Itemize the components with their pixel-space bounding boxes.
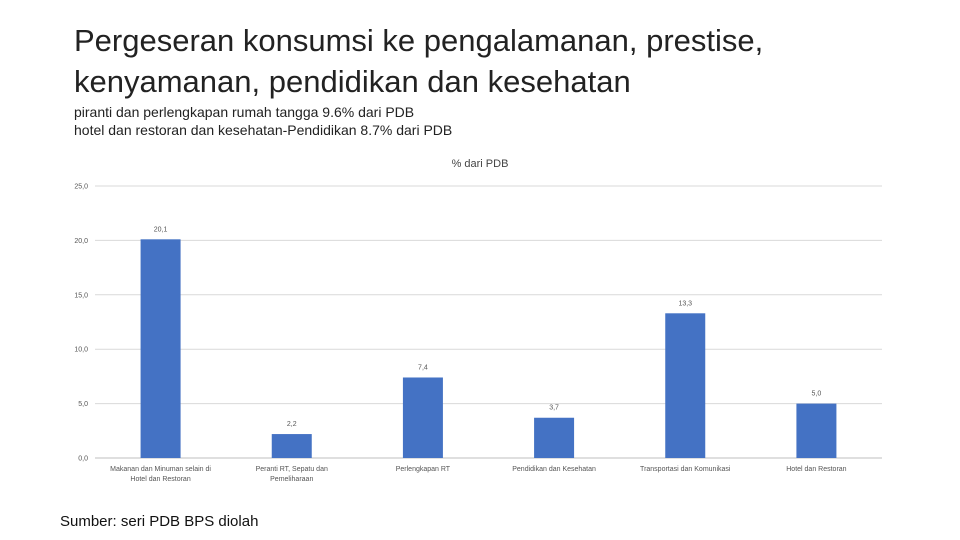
y-tick-label: 0,0 [78, 456, 88, 463]
data-label: 2,2 [287, 421, 297, 428]
y-tick-label: 20,0 [74, 238, 88, 245]
category-label-line: Makanan dan Minuman selain di [110, 466, 211, 473]
y-tick-label: 25,0 [74, 184, 88, 191]
data-label: 20,1 [154, 226, 168, 233]
bar [796, 403, 837, 458]
bar [140, 239, 181, 458]
category-label-line: Pemeliharaan [270, 476, 313, 483]
bar [271, 434, 312, 458]
category-label: Makanan dan Minuman selain di Hotel dan R… [110, 466, 211, 483]
category-label: Perlengkapan RT [396, 466, 451, 473]
source-note: Sumber: seri PDB BPS diolah [60, 513, 259, 530]
category-label-line: Pendidikan dan Kesehatan [512, 466, 596, 473]
bar [402, 377, 443, 458]
category-label: Pendidikan dan Kesehatan [512, 466, 596, 473]
subtitle-line-2: hotel dan restoran dan kesehatan-Pendidi… [74, 122, 453, 138]
subtitle-line-1: piranti dan perlengkapan rumah tangga 9.… [74, 104, 415, 120]
data-label: 3,7 [549, 405, 559, 412]
category-label-line: Transportasi dan Komunikasi [640, 466, 731, 473]
category-label-line: Perlengkapan RT [396, 466, 451, 473]
category-label-line: Hotel dan Restoran [786, 466, 846, 473]
category-label: Transportasi dan Komunikasi [640, 466, 731, 473]
y-tick-label: 5,0 [78, 401, 88, 408]
data-label: 13,3 [678, 300, 692, 307]
category-label: Hotel dan Restoran [786, 466, 846, 473]
bar [665, 313, 706, 458]
chart-title: % dari PDB [451, 158, 509, 170]
category-label: Peranti RT, Sepatu dan Pemeliharaan [256, 466, 328, 483]
data-label: 7,4 [418, 364, 428, 371]
data-label: 5,0 [812, 391, 822, 398]
slide-title: Pergeseran konsumsi ke pengalamanan, pre… [74, 23, 764, 99]
category-label-line: Hotel dan Restoran [130, 476, 190, 483]
y-tick-label: 10,0 [74, 347, 88, 354]
bar [534, 417, 575, 458]
y-tick-label: 15,0 [74, 292, 88, 299]
category-label-line: Peranti RT, Sepatu dan [256, 466, 328, 473]
